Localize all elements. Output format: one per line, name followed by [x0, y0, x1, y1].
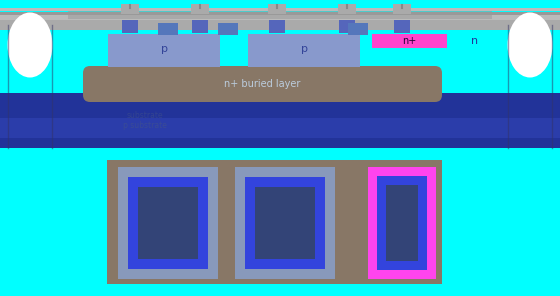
Bar	[192, 20, 208, 33]
Text: p: p	[301, 44, 307, 54]
Bar	[108, 34, 220, 67]
Text: substrate: substrate	[127, 112, 164, 120]
Bar	[128, 177, 208, 269]
Text: n: n	[472, 36, 479, 46]
Ellipse shape	[7, 12, 53, 78]
Text: n+ buried layer: n+ buried layer	[225, 79, 301, 89]
Bar	[450, 11, 492, 19]
Bar	[269, 20, 285, 33]
Bar	[248, 34, 360, 67]
Bar	[191, 4, 209, 14]
Bar	[122, 20, 138, 33]
Bar	[0, 12, 560, 15]
Bar	[0, 20, 560, 30]
Bar	[393, 4, 411, 14]
Bar	[394, 20, 410, 33]
Bar	[138, 187, 198, 259]
Bar	[244, 11, 362, 19]
Text: p: p	[161, 44, 167, 54]
Bar	[386, 185, 418, 261]
Bar	[338, 4, 356, 14]
Ellipse shape	[507, 12, 553, 78]
Bar	[0, 0, 560, 148]
Bar	[158, 23, 178, 35]
Bar	[121, 4, 139, 14]
Bar	[0, 8, 560, 11]
Bar	[362, 11, 450, 19]
FancyBboxPatch shape	[83, 66, 442, 102]
Text: p substrate: p substrate	[123, 121, 167, 131]
Bar	[222, 11, 244, 19]
Bar	[377, 176, 427, 270]
Bar	[339, 20, 355, 33]
Bar	[0, 15, 560, 20]
Bar	[348, 23, 368, 35]
Bar	[68, 11, 105, 19]
Bar	[0, 118, 560, 138]
Bar	[245, 177, 325, 269]
Bar	[255, 187, 315, 259]
Text: n+: n+	[403, 36, 417, 46]
Bar	[268, 4, 286, 14]
Bar	[107, 160, 442, 284]
Bar	[0, 93, 560, 148]
Bar	[368, 167, 436, 279]
Bar	[118, 167, 218, 279]
Bar	[105, 11, 222, 19]
Bar	[372, 34, 447, 48]
Bar	[235, 167, 335, 279]
Bar	[218, 23, 238, 35]
